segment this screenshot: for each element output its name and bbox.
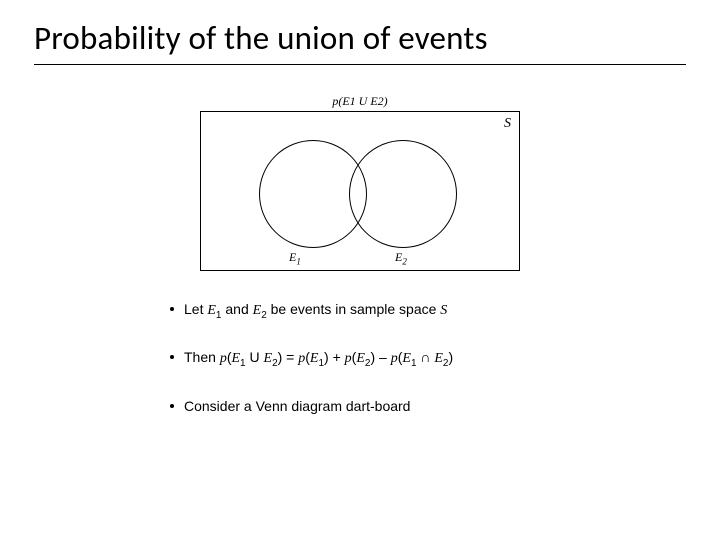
page-title: Probability of the union of events: [34, 18, 686, 58]
slide: Probability of the union of events p(E1 …: [0, 0, 720, 540]
caption-expr: (E1 U E2): [338, 94, 387, 108]
event-label-e2: E2: [395, 250, 407, 266]
bullet-dot-icon: [170, 404, 174, 408]
event-label-e1: E1: [289, 250, 301, 266]
event-circle-e2: [349, 140, 457, 248]
bullet-item: Let E1 and E2 be events in sample space …: [170, 300, 600, 322]
bullet-list: Let E1 and E2 be events in sample space …: [170, 300, 600, 441]
figure-caption: p(E1 U E2): [200, 94, 520, 109]
bullet-text: Consider a Venn diagram dart-board: [184, 397, 410, 416]
title-area: Probability of the union of events: [0, 0, 720, 65]
bullet-dot-icon: [170, 307, 174, 311]
sample-space-box: S E1 E2: [200, 111, 520, 271]
bullet-text: Let E1 and E2 be events in sample space …: [184, 300, 447, 322]
e2-sub: 2: [402, 256, 407, 266]
bullet-dot-icon: [170, 355, 174, 359]
venn-figure: p(E1 U E2) S E1 E2: [200, 94, 520, 274]
bullet-item: Then p(E1 U E2) = p(E1) + p(E2) – p(E1 ∩…: [170, 348, 600, 370]
sample-space-label: S: [504, 116, 511, 132]
bullet-item: Consider a Venn diagram dart-board: [170, 397, 600, 416]
bullet-text: Then p(E1 U E2) = p(E1) + p(E2) – p(E1 ∩…: [184, 348, 453, 370]
title-underline: Probability of the union of events: [34, 18, 686, 65]
e1-sub: 1: [296, 256, 301, 266]
